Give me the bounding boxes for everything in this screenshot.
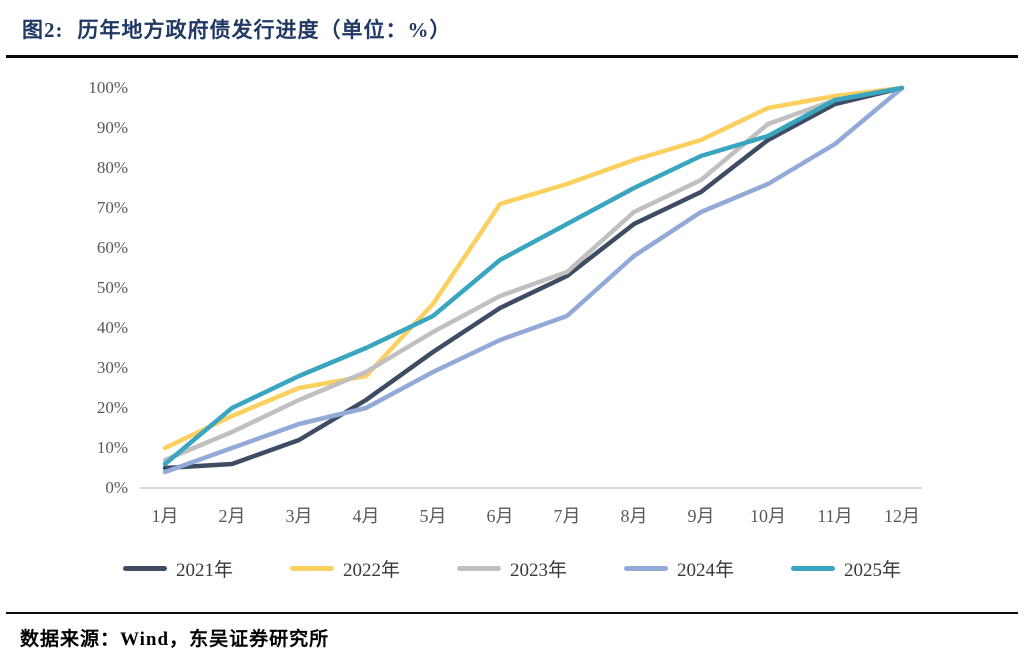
x-axis-tick-label: 2月 xyxy=(218,506,246,526)
legend-label: 2023年 xyxy=(509,559,567,581)
x-axis-tick-label: 8月 xyxy=(620,506,648,526)
figure-title-text: 历年地方政府债发行进度（单位：%） xyxy=(77,18,452,42)
legend-label: 2022年 xyxy=(342,559,400,581)
figure-number: 图2: xyxy=(22,18,64,42)
legend-swatch-icon xyxy=(122,565,167,571)
series-line-2023年 xyxy=(162,85,905,463)
x-axis-tick-label: 6月 xyxy=(486,506,514,526)
legend-item-2022年: 2022年 xyxy=(289,555,400,582)
series-line-2024年 xyxy=(162,85,905,475)
y-axis-tick-label: 50% xyxy=(96,278,128,297)
legend-item-2024年: 2024年 xyxy=(624,555,734,582)
figure-title: 图2: 历年地方政府债发行进度（单位：%） xyxy=(22,14,452,44)
x-axis-tick-label: 9月 xyxy=(687,506,715,526)
y-axis-tick-label: 10% xyxy=(96,438,128,457)
legend-swatch-icon xyxy=(624,565,668,571)
x-axis-tick-label: 5月 xyxy=(419,506,447,526)
legend-item-2021年: 2021年 xyxy=(122,555,233,582)
legend-label: 2024年 xyxy=(677,559,735,581)
y-axis-tick-label: 100% xyxy=(88,78,128,97)
series-line-2025年 xyxy=(162,85,905,467)
legend-label: 2021年 xyxy=(175,559,233,581)
x-axis-tick-label: 3月 xyxy=(285,506,313,526)
chart-legend: 2021年 2022年 2023年 2024年 2025年 xyxy=(0,551,1024,585)
legend-swatch-icon xyxy=(791,565,836,571)
legend-item-2023年: 2023年 xyxy=(456,555,567,582)
x-axis-tick-label: 11月 xyxy=(817,506,853,526)
y-axis-tick-label: 90% xyxy=(96,118,128,137)
x-axis: 1月 2月 3月 4月 5月 6月 7月 8月 9月 10月 11月 12月 xyxy=(0,502,1024,532)
y-axis-tick-label: 20% xyxy=(96,398,128,417)
series-line-2022年 xyxy=(162,85,905,451)
legend-swatch-icon xyxy=(289,565,334,571)
top-divider-rule xyxy=(6,55,1018,58)
data-source-note: 数据来源：Wind，东吴证券研究所 xyxy=(20,629,330,650)
y-axis-tick-label: 70% xyxy=(96,198,128,217)
legend-swatch-icon xyxy=(456,565,501,571)
legend-item-2025年: 2025年 xyxy=(791,555,901,582)
x-axis-tick-label: 4月 xyxy=(352,506,380,526)
y-axis-tick-label: 80% xyxy=(96,158,128,177)
y-axis-tick-label: 40% xyxy=(96,318,128,337)
bottom-divider-rule xyxy=(6,612,1018,614)
series-line-2021年 xyxy=(162,85,905,471)
y-axis-tick-label: 30% xyxy=(96,358,128,377)
x-axis-tick-label: 7月 xyxy=(553,506,581,526)
legend-label: 2025年 xyxy=(844,559,902,581)
y-axis-tick-label: 0% xyxy=(105,478,128,497)
x-axis-tick-label: 1月 xyxy=(151,506,179,526)
x-axis-tick-label: 12月 xyxy=(884,506,920,526)
x-axis-tick-label: 10月 xyxy=(750,506,786,526)
y-axis-tick-label: 60% xyxy=(96,238,128,257)
